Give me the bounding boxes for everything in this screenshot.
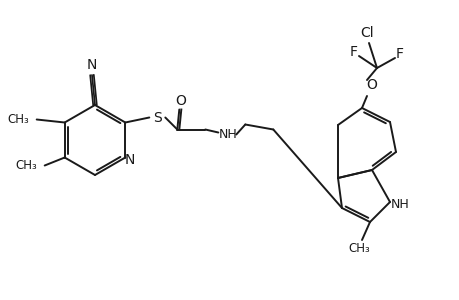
Text: N: N — [125, 152, 135, 167]
Text: Cl: Cl — [359, 26, 373, 40]
Text: F: F — [395, 47, 403, 61]
Text: F: F — [349, 45, 357, 59]
Text: S: S — [152, 110, 161, 124]
Text: NH: NH — [390, 197, 409, 211]
Text: N: N — [87, 58, 97, 72]
Text: CH₃: CH₃ — [347, 242, 369, 256]
Text: NH: NH — [218, 128, 237, 141]
Text: O: O — [366, 78, 377, 92]
Text: CH₃: CH₃ — [15, 159, 37, 172]
Text: O: O — [174, 94, 185, 107]
Text: CH₃: CH₃ — [7, 113, 28, 126]
